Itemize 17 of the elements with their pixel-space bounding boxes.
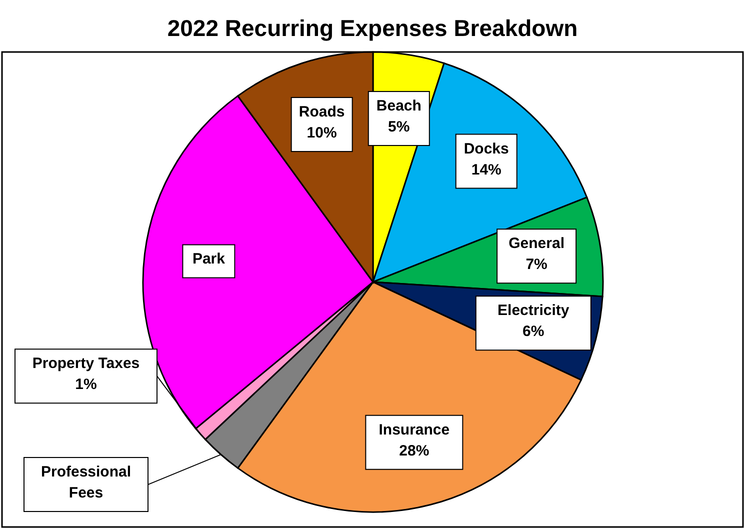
data-label: 5% bbox=[388, 118, 410, 136]
slice-label: Docks bbox=[464, 140, 509, 158]
slice-label: Insurance bbox=[378, 421, 450, 438]
slice-label: Beach bbox=[376, 97, 422, 114]
slice-label: General bbox=[508, 235, 564, 252]
slice-label: Electricity bbox=[498, 302, 570, 320]
slice-label: Roads bbox=[298, 104, 345, 121]
data-label: 1% bbox=[75, 376, 97, 394]
data-label: 6% bbox=[522, 323, 544, 340]
slice-label: Property Taxes bbox=[32, 355, 140, 372]
slice-label: Professional Fees bbox=[40, 464, 132, 502]
data-label: 28% bbox=[399, 442, 430, 460]
data-label: 14% bbox=[471, 161, 502, 178]
slice-label: Park bbox=[192, 250, 226, 268]
data-label: 10% bbox=[306, 124, 337, 142]
data-label: 7% bbox=[526, 256, 548, 274]
chart-title: 2022 Recurring Expenses Breakdown bbox=[167, 15, 578, 41]
